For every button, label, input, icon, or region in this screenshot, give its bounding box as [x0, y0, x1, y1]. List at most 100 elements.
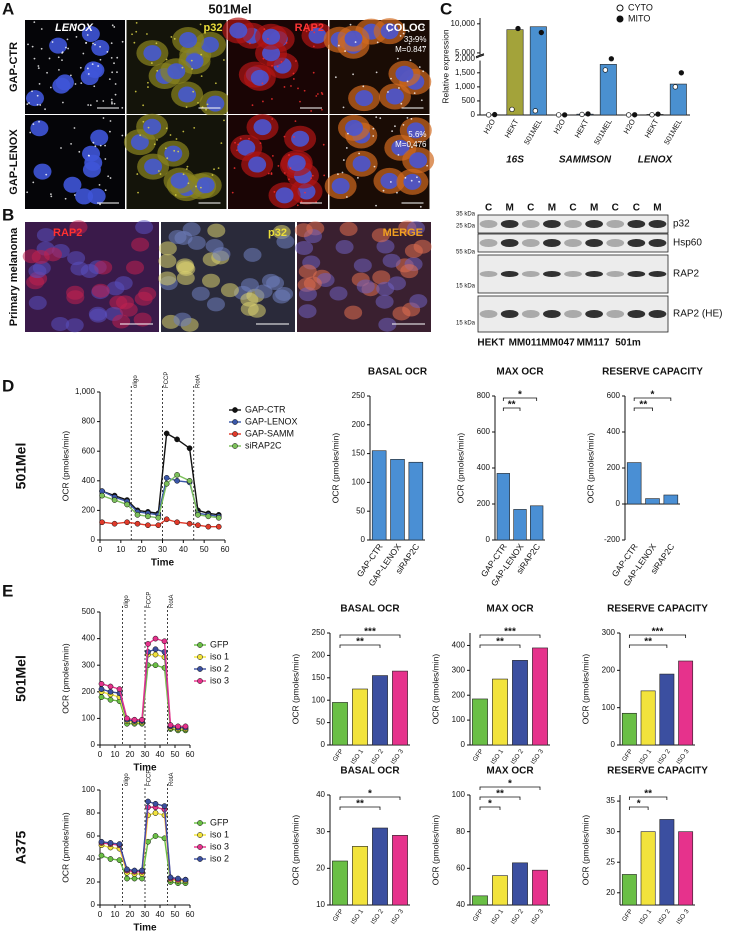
band: [479, 239, 498, 247]
speckle: [91, 63, 94, 66]
speckle: [80, 82, 83, 85]
speckle: [357, 176, 359, 179]
bar: [663, 494, 679, 505]
nucleus: [253, 119, 272, 136]
protein-label: Hsp60: [673, 238, 702, 249]
speckle: [99, 58, 102, 61]
nucleus: [143, 45, 162, 62]
x-tick-label: 20: [126, 750, 135, 759]
speckle: [166, 157, 169, 160]
speckle: [67, 47, 70, 50]
channel-label: LENOX: [55, 22, 94, 34]
speckle: [113, 26, 116, 28]
speckle: [66, 38, 69, 41]
speckle: [73, 24, 76, 26]
speckle: [372, 127, 375, 130]
lane-label: M: [505, 203, 513, 214]
data-point: [99, 519, 105, 526]
band: [606, 220, 625, 228]
speckle: [277, 165, 280, 167]
x-tick-label: ISO 3: [675, 748, 690, 766]
y-tick-label: -200: [604, 535, 621, 544]
speckle: [288, 178, 290, 181]
bar: [599, 64, 617, 116]
bar: [659, 673, 675, 746]
data-point: [182, 876, 189, 883]
break-mark: [475, 53, 485, 58]
bar: [659, 819, 675, 906]
speckle: [354, 41, 357, 43]
data-point: [107, 856, 114, 862]
x-tick-label: 501MEL: [662, 117, 684, 146]
speckle: [133, 41, 136, 44]
speckle: [142, 120, 145, 123]
speckle: [205, 108, 207, 111]
legend-marker: [616, 4, 624, 12]
legend-label: GAP-SAMM: [245, 428, 294, 438]
speckle: [99, 144, 102, 147]
band: [479, 271, 498, 277]
speckle: [220, 142, 223, 145]
cell: [114, 276, 133, 291]
speckle: [173, 149, 176, 152]
speckle: [310, 177, 313, 180]
lane-label: M: [653, 203, 661, 214]
speckle: [107, 175, 110, 178]
legend-marker: [616, 15, 624, 23]
cell: [28, 295, 47, 310]
bar: [640, 690, 656, 746]
significance-bracket: [339, 644, 381, 648]
speckle: [352, 73, 354, 76]
data-point: [139, 867, 145, 874]
speckle: [412, 38, 415, 41]
y-tick-label: 200: [82, 506, 96, 515]
chart-title: MAX OCR: [486, 604, 534, 615]
x-tick-label: ISO 2: [657, 908, 672, 926]
data-point: [124, 501, 130, 508]
cell: [202, 273, 221, 288]
cell: [158, 254, 177, 269]
data-point: [167, 722, 174, 728]
y-tick-label: 50: [316, 718, 325, 727]
cell: [294, 223, 313, 238]
speckle: [165, 58, 168, 61]
data-point: [139, 716, 145, 723]
speckle: [58, 68, 60, 71]
legend-marker: [197, 820, 203, 826]
bar: [640, 831, 656, 906]
speckle: [85, 41, 88, 44]
nucleus: [355, 90, 374, 107]
speckle: [37, 65, 40, 67]
cell: [133, 312, 152, 327]
nucleus: [237, 139, 256, 156]
speckle: [217, 167, 220, 170]
significance-label: **: [639, 400, 647, 411]
event-label: FCCP: [147, 770, 153, 786]
cell: [376, 281, 395, 296]
nucleus: [262, 45, 281, 62]
speckle: [197, 101, 199, 104]
nucleus: [130, 134, 149, 151]
significance-label: **: [496, 637, 504, 648]
bar: [492, 678, 508, 746]
x-tick-label: ISO 3: [530, 748, 545, 766]
significance-label: **: [644, 789, 652, 800]
data-point: [116, 686, 123, 692]
speckle: [267, 37, 269, 40]
x-axis-label: Time: [133, 923, 157, 934]
speckle: [345, 196, 348, 198]
speckle: [87, 154, 90, 157]
speckle: [276, 65, 279, 68]
cell: [376, 239, 395, 254]
group-label: 16S: [506, 155, 524, 166]
bar: [332, 702, 348, 746]
data-point: [152, 651, 159, 658]
speckle: [387, 91, 389, 93]
y-tick-label: 500: [462, 96, 476, 105]
cell: [173, 312, 192, 327]
cell: [51, 316, 70, 331]
data-point: [163, 516, 170, 523]
speckle: [214, 82, 217, 85]
cell: [298, 264, 317, 279]
x-tick-label: ISO 1: [638, 748, 653, 766]
